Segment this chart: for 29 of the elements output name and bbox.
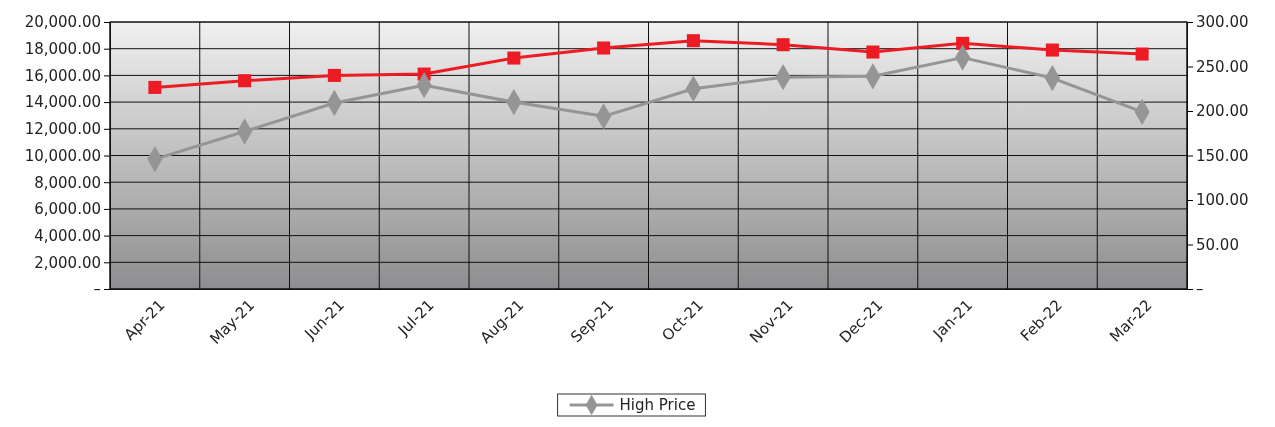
point [776, 38, 790, 52]
point [507, 51, 521, 65]
y2-tick-label: 200.00 [1196, 102, 1249, 121]
point [597, 41, 611, 55]
y-tick-label: 8,000.00 [34, 173, 101, 192]
y2-tick-label: 250.00 [1196, 57, 1249, 76]
y2-tick-label: 150.00 [1196, 146, 1249, 165]
point [148, 80, 162, 94]
y2-tick-label: 50.00 [1196, 235, 1239, 254]
legend-label: High Price [619, 396, 696, 414]
point [1135, 47, 1149, 61]
y-tick-label: 10,000.00 [24, 146, 101, 165]
point [686, 34, 700, 48]
point [1045, 43, 1059, 57]
y2-tick-label: 100.00 [1196, 191, 1249, 210]
point [866, 45, 880, 59]
y-tick-label: 14,000.00 [24, 93, 101, 112]
y-tick-label: 2,000.00 [34, 253, 101, 272]
y2-tick-label: 300.00 [1196, 13, 1249, 32]
y-tick-label: 20,000.00 [24, 13, 101, 32]
y-tick-label: – [93, 280, 101, 299]
point [327, 68, 341, 82]
y-tick-label: 12,000.00 [24, 120, 101, 139]
y-tick-label: 4,000.00 [34, 226, 101, 245]
y-tick-label: 6,000.00 [34, 200, 101, 219]
y-tick-label: 18,000.00 [24, 40, 101, 58]
point [238, 74, 252, 88]
y2-tick-label: – [1196, 280, 1204, 299]
y-tick-label: 16,000.00 [24, 66, 101, 85]
